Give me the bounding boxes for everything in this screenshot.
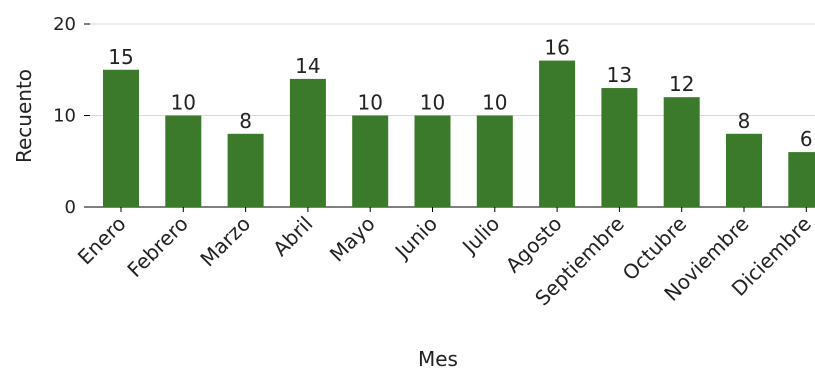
x-tick-label: Abril <box>268 212 317 261</box>
bar <box>414 115 451 207</box>
x-tick-label: Marzo <box>195 212 255 272</box>
bar <box>289 78 326 208</box>
bar <box>539 60 576 207</box>
data-label: 6 <box>800 127 813 151</box>
data-labels: 15 10 8 14 10 10 10 16 13 12 8 6 <box>108 36 812 152</box>
data-label: 10 <box>420 91 445 115</box>
data-label: 8 <box>239 109 252 133</box>
x-tick-label: Enero <box>73 212 131 270</box>
y-tick-label: 20 <box>53 14 76 35</box>
bar <box>103 69 139 207</box>
data-label: 15 <box>108 45 133 69</box>
data-label: 8 <box>738 109 751 133</box>
bar <box>601 88 638 207</box>
data-label: 13 <box>607 63 632 87</box>
bar <box>352 115 389 207</box>
y-tick-label: 10 <box>53 106 76 127</box>
bar <box>227 133 264 207</box>
x-tick-label: Junio <box>389 212 442 265</box>
data-label: 10 <box>171 91 196 115</box>
bar <box>726 133 762 207</box>
data-label: 14 <box>295 54 320 78</box>
x-axis-title: Mes <box>418 347 458 371</box>
y-tick-label: 0 <box>65 197 76 218</box>
bar <box>165 115 202 207</box>
data-label: 10 <box>482 91 507 115</box>
x-tick-label: Mayo <box>325 212 380 267</box>
data-label: 12 <box>669 72 694 96</box>
bar <box>788 152 815 207</box>
x-tick-label: Febrero <box>122 212 192 282</box>
y-axis-title: Recuento <box>12 69 36 163</box>
bar <box>476 115 513 207</box>
x-tick-label: Julio <box>456 212 504 260</box>
bars <box>103 60 815 208</box>
bar <box>663 97 700 207</box>
y-axis-ticks: 0 10 20 <box>53 14 76 218</box>
data-label: 10 <box>357 91 382 115</box>
data-label: 16 <box>544 36 569 60</box>
